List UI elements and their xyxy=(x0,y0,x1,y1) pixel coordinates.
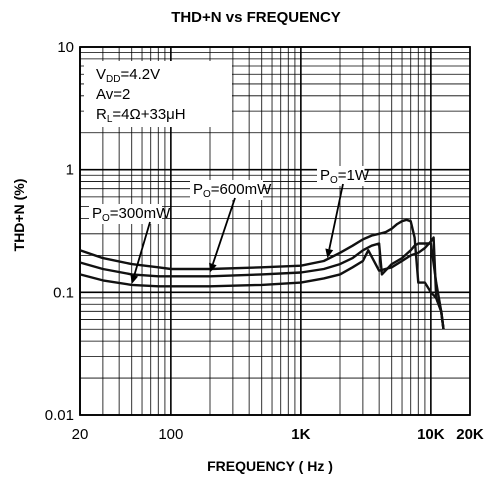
series-label: PO=300mW xyxy=(92,205,171,224)
series-line xyxy=(79,242,445,330)
series-label: PO=600mW xyxy=(193,181,272,200)
arrow-head-icon xyxy=(325,248,334,259)
y-tick-label: 0.1 xyxy=(53,284,74,301)
conditions-box xyxy=(84,61,232,127)
x-tick-label: 20 xyxy=(72,426,89,443)
y-axis-label: THD+N (%) xyxy=(11,179,27,252)
condition-line: VDD=4.2V xyxy=(96,66,160,85)
arrow-head-icon xyxy=(130,274,139,284)
y-tick-label: 0.01 xyxy=(45,407,74,424)
annotation-arrow xyxy=(212,197,236,265)
plot-frame xyxy=(79,46,471,416)
x-axis-label: FREQUENCY ( Hz ) xyxy=(207,458,333,474)
condition-line: RL=4Ω+33μH xyxy=(96,106,186,125)
y-tick-label: 10 xyxy=(57,39,74,56)
annotation-arrow xyxy=(328,183,344,250)
x-tick-label: 1K xyxy=(291,426,310,443)
series-lines xyxy=(79,218,445,330)
tick-labels: 20 100 1K 10K 20K 10 1 0.1 0.01 xyxy=(45,39,484,443)
y-tick-label: 1 xyxy=(66,162,74,179)
series-label: PO=1W xyxy=(320,167,370,186)
chart-title: THD+N vs FREQUENCY xyxy=(171,9,341,26)
series-label-bg xyxy=(190,180,263,200)
x-tick-label: 10K xyxy=(417,426,445,443)
annotation-arrow xyxy=(133,221,151,276)
series-line xyxy=(79,236,445,330)
condition-line: Av=2 xyxy=(96,86,130,103)
series-label-bg xyxy=(317,166,365,186)
x-tick-label: 100 xyxy=(158,426,183,443)
arrow-head-icon xyxy=(209,262,217,273)
series-line xyxy=(79,218,445,330)
series-label-bg xyxy=(89,204,162,224)
x-tick-label: 20K xyxy=(456,426,484,443)
